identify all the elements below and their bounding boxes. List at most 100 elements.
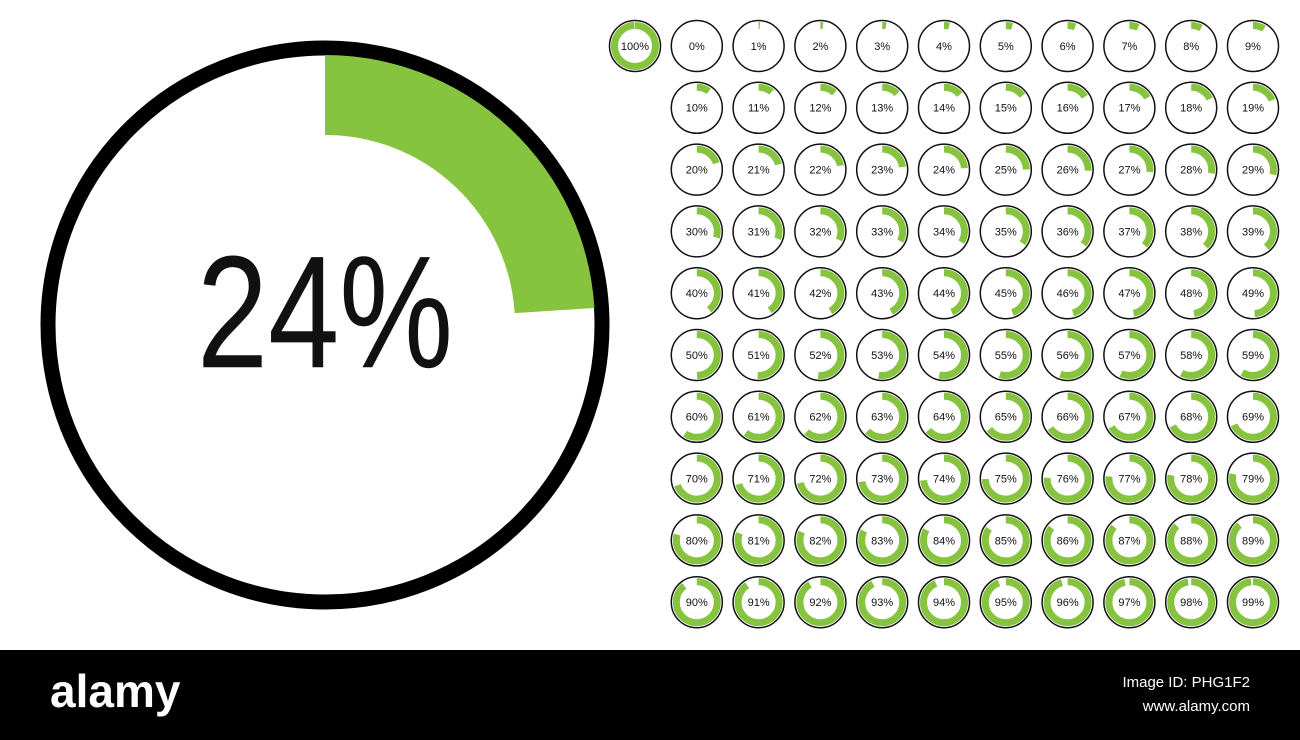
icon: 87% — [1103, 514, 1156, 567]
icon-outline — [670, 81, 724, 135]
icon: 42% — [794, 266, 847, 320]
icon-label: 84% — [933, 535, 955, 547]
icon-arc — [734, 145, 783, 194]
icon-arc — [1105, 578, 1154, 627]
icon-label: 29% — [1242, 165, 1264, 177]
icon-label: 78% — [1180, 474, 1202, 486]
icon: 91% — [732, 575, 785, 629]
icon: 38% — [1164, 205, 1218, 258]
icon: 55% — [979, 328, 1033, 382]
icon-arc — [672, 269, 721, 318]
icon-label: 88% — [1180, 535, 1202, 547]
icon: 85% — [979, 514, 1033, 567]
icon-arc — [672, 454, 721, 503]
icon-arc — [858, 22, 907, 70]
icon-outline — [917, 19, 971, 73]
icon-arc — [1167, 578, 1216, 627]
icon-arc — [920, 392, 968, 441]
big-ring-outline — [40, 40, 610, 610]
icon-arc — [981, 207, 1030, 256]
icon-arc — [920, 207, 968, 256]
icon-arc — [858, 578, 907, 627]
icon-label: 98% — [1180, 597, 1202, 609]
icon-arc — [1167, 516, 1216, 565]
icon-arc — [672, 83, 721, 132]
icon-label: 27% — [1118, 165, 1140, 177]
icon-arc — [1043, 578, 1092, 627]
icon-label: 2% — [812, 41, 828, 53]
icon-label: 28% — [1180, 165, 1202, 177]
icon-label: 40% — [686, 288, 708, 300]
icon: 53% — [855, 328, 909, 382]
icon-outline — [794, 81, 847, 135]
icon-arc — [920, 83, 968, 132]
icon: 29% — [1226, 143, 1280, 196]
icon: 3% — [855, 19, 909, 73]
icon: 12% — [794, 81, 847, 135]
icon-arc — [734, 454, 783, 503]
icon: 26% — [1041, 143, 1094, 196]
icon-label: 33% — [871, 226, 893, 238]
icon: 98% — [1164, 575, 1218, 629]
icon-arc — [1229, 269, 1277, 318]
icon: 71% — [732, 452, 785, 505]
icon: 20% — [670, 143, 724, 196]
icon-label: 57% — [1118, 350, 1140, 362]
icon-label: 39% — [1242, 226, 1264, 238]
icon-arc — [858, 207, 907, 256]
icon-label: 18% — [1180, 103, 1202, 115]
icon-label: 93% — [871, 597, 893, 609]
icon: 77% — [1103, 452, 1156, 505]
icon-arc — [1043, 83, 1092, 132]
icon-arc — [672, 331, 721, 379]
icon-outline — [732, 81, 785, 135]
icon-arc — [1043, 207, 1092, 256]
icon: 89% — [1226, 514, 1280, 567]
icon-arc — [1229, 516, 1277, 565]
icon: 56% — [1041, 328, 1094, 382]
featured-arc — [55, 55, 595, 595]
icon-arc — [1105, 22, 1154, 70]
icon-label: 7% — [1121, 41, 1137, 53]
icon: 54% — [917, 328, 971, 382]
icon: 47% — [1103, 266, 1156, 320]
icon: 41% — [732, 266, 785, 320]
icon: 15% — [979, 81, 1033, 135]
icon: 66% — [1041, 390, 1094, 444]
icon-arc — [796, 207, 845, 256]
icon-arc — [796, 454, 845, 503]
icon-label: 12% — [809, 103, 831, 115]
icon-arc — [920, 331, 968, 379]
icon-label: 37% — [1118, 226, 1140, 238]
icon-arc — [796, 145, 845, 194]
icon: 45% — [979, 266, 1033, 320]
icon-label: 87% — [1118, 535, 1140, 547]
icon-label: 3% — [874, 41, 890, 53]
icon-label: 44% — [933, 288, 955, 300]
icon: 95% — [979, 575, 1033, 629]
icon: 99% — [1226, 575, 1280, 629]
icon-outline — [794, 19, 847, 73]
icon-arc — [858, 269, 907, 318]
icon-label: 69% — [1242, 412, 1264, 424]
icon-arc — [920, 269, 968, 318]
icon-arc — [981, 331, 1030, 379]
icon-arc — [858, 454, 907, 503]
icon-arc — [920, 145, 968, 194]
icon-arc — [981, 578, 1030, 627]
icon-outline — [1041, 19, 1094, 73]
background — [0, 0, 1300, 650]
icon-outline — [1226, 19, 1280, 73]
icon-arc — [920, 454, 968, 503]
icon-label: 38% — [1180, 226, 1202, 238]
icon: 24% — [917, 143, 971, 196]
icon: 81% — [732, 514, 785, 567]
icon-label: 71% — [748, 474, 770, 486]
icon-label: 100% — [621, 41, 649, 53]
icon: 30% — [670, 205, 724, 258]
icon-arc — [1105, 145, 1154, 194]
icon-arc — [1105, 83, 1154, 132]
icon-arc — [796, 331, 845, 379]
icon-arc — [1105, 454, 1154, 503]
